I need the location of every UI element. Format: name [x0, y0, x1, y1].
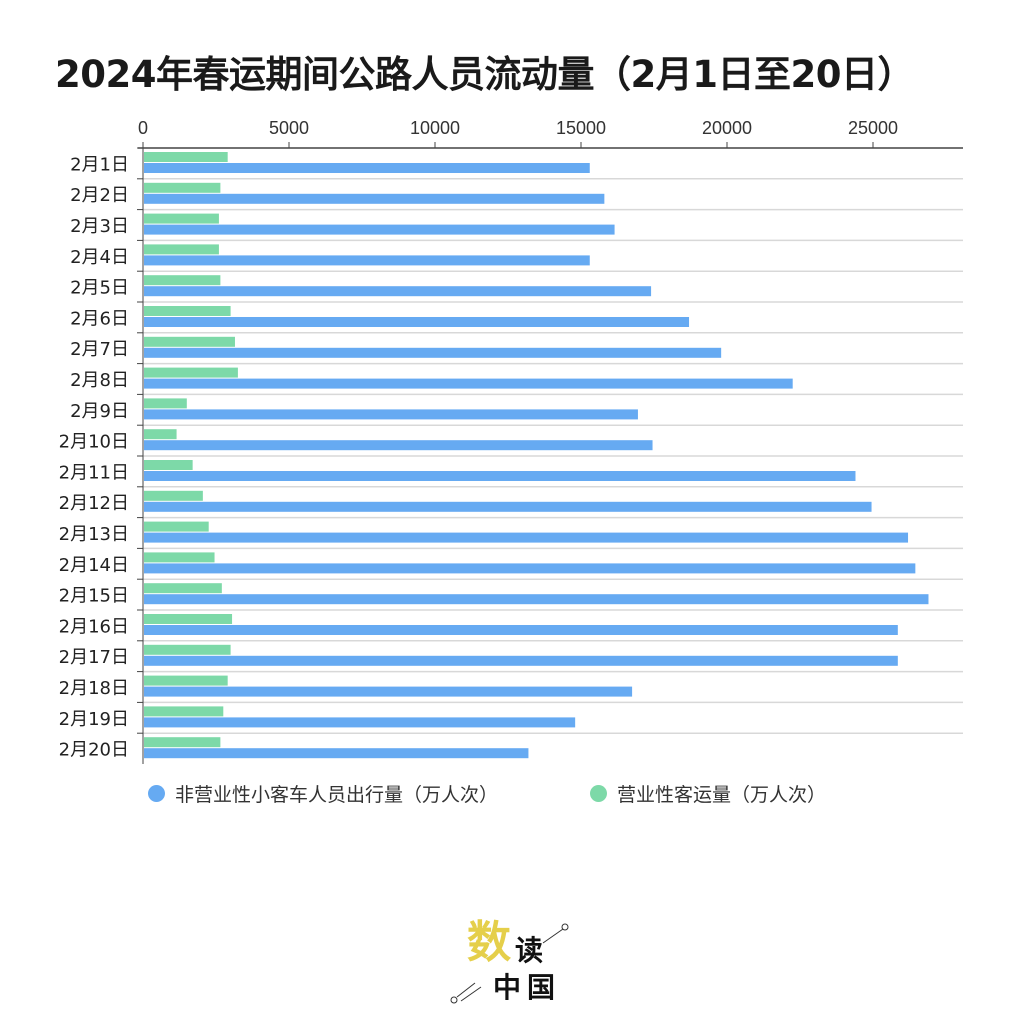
svg-text:国: 国: [527, 971, 555, 1004]
x-tick-label: 5000: [269, 118, 309, 138]
bar-commercial: [144, 552, 215, 563]
bar-private-cars: [144, 501, 872, 512]
category-label: 2月11日: [59, 462, 129, 483]
legend-item-commercial[interactable]: 营业性客运量（万人次）: [590, 780, 826, 807]
bar-commercial: [144, 614, 233, 624]
bar-commercial: [144, 244, 219, 255]
bar-commercial: [144, 275, 221, 286]
chart-title: 2024年春运期间公路人员流动量（2月1日至20日）: [55, 53, 914, 96]
category-label: 2月18日: [59, 678, 129, 699]
x-tick-label: 20000: [702, 118, 752, 138]
svg-text:读: 读: [515, 934, 543, 967]
bar-private-cars: [144, 378, 793, 389]
category-label: 2月14日: [59, 555, 129, 576]
bar-commercial: [144, 583, 222, 594]
bar-commercial: [144, 644, 231, 655]
bar-private-cars: [144, 748, 529, 759]
category-label: 2月2日: [70, 185, 129, 206]
bar-commercial: [144, 460, 193, 470]
category-label: 2月8日: [70, 370, 129, 391]
bar-private-cars: [144, 255, 590, 266]
bar-private-cars: [144, 686, 633, 697]
bar-chart: 0 5000 10000 15000 20000 25000 2月1日 2月2日 2月3日 2月4…: [59, 118, 963, 764]
bar-commercial: [144, 521, 209, 532]
category-label: 2月6日: [70, 308, 129, 329]
bar-commercial: [144, 213, 219, 224]
bar-private-cars: [144, 625, 898, 635]
legend-label: 营业性客运量（万人次）: [617, 784, 827, 806]
bar-private-cars: [144, 163, 590, 173]
legend-dot-green-icon: [590, 785, 607, 802]
bar-private-cars: [144, 409, 638, 420]
bar-private-cars: [144, 440, 653, 451]
bar-private-cars: [144, 471, 856, 481]
x-tick-label: 25000: [848, 118, 898, 138]
bar-commercial: [144, 152, 228, 162]
category-label: 2月20日: [59, 740, 129, 761]
bar-commercial: [144, 675, 228, 686]
bar-commercial: [144, 306, 231, 316]
bar-private-cars: [144, 717, 576, 728]
category-label: 2月17日: [59, 647, 129, 668]
category-label: 2月12日: [59, 493, 129, 514]
bar-private-cars: [144, 317, 690, 327]
bar-commercial: [144, 336, 235, 347]
bar-commercial: [144, 706, 224, 717]
x-tick-label: 0: [138, 118, 148, 138]
bar-private-cars: [144, 655, 898, 666]
bar-commercial: [144, 429, 177, 440]
bar-commercial: [144, 367, 238, 378]
category-label: 2月4日: [70, 247, 129, 268]
category-label: 2月9日: [70, 401, 129, 422]
bar-commercial: [144, 182, 221, 193]
category-label: 2月10日: [59, 432, 129, 453]
category-label: 2月16日: [59, 616, 129, 637]
svg-text:中: 中: [493, 971, 521, 1004]
category-label: 2月7日: [70, 339, 129, 360]
category-label: 2月13日: [59, 524, 129, 545]
category-label: 2月15日: [59, 586, 129, 607]
legend-item-private-cars[interactable]: 非营业性小客车人员出行量（万人次）: [148, 780, 498, 807]
bar-private-cars: [144, 563, 916, 574]
bar-commercial: [144, 737, 221, 748]
category-label: 2月3日: [70, 216, 129, 237]
bar-private-cars: [144, 594, 929, 605]
category-label: 2月1日: [70, 154, 129, 175]
bar-private-cars: [144, 347, 722, 358]
bar-commercial: [144, 398, 187, 409]
x-tick-label: 10000: [410, 118, 460, 138]
bar-private-cars: [144, 193, 605, 204]
svg-text:数: 数: [467, 917, 511, 968]
legend-label: 非营业性小客车人员出行量（万人次）: [175, 784, 499, 806]
shudu-zhongguo-logo: 数 读 中 国: [450, 917, 569, 1004]
bar-commercial: [144, 490, 203, 501]
x-tick-label: 15000: [556, 118, 606, 138]
bar-private-cars: [144, 532, 909, 543]
legend-dot-blue-icon: [148, 785, 165, 802]
bar-private-cars: [144, 286, 652, 297]
category-label: 2月5日: [70, 278, 129, 299]
bar-private-cars: [144, 224, 615, 235]
category-label: 2月19日: [59, 709, 129, 730]
